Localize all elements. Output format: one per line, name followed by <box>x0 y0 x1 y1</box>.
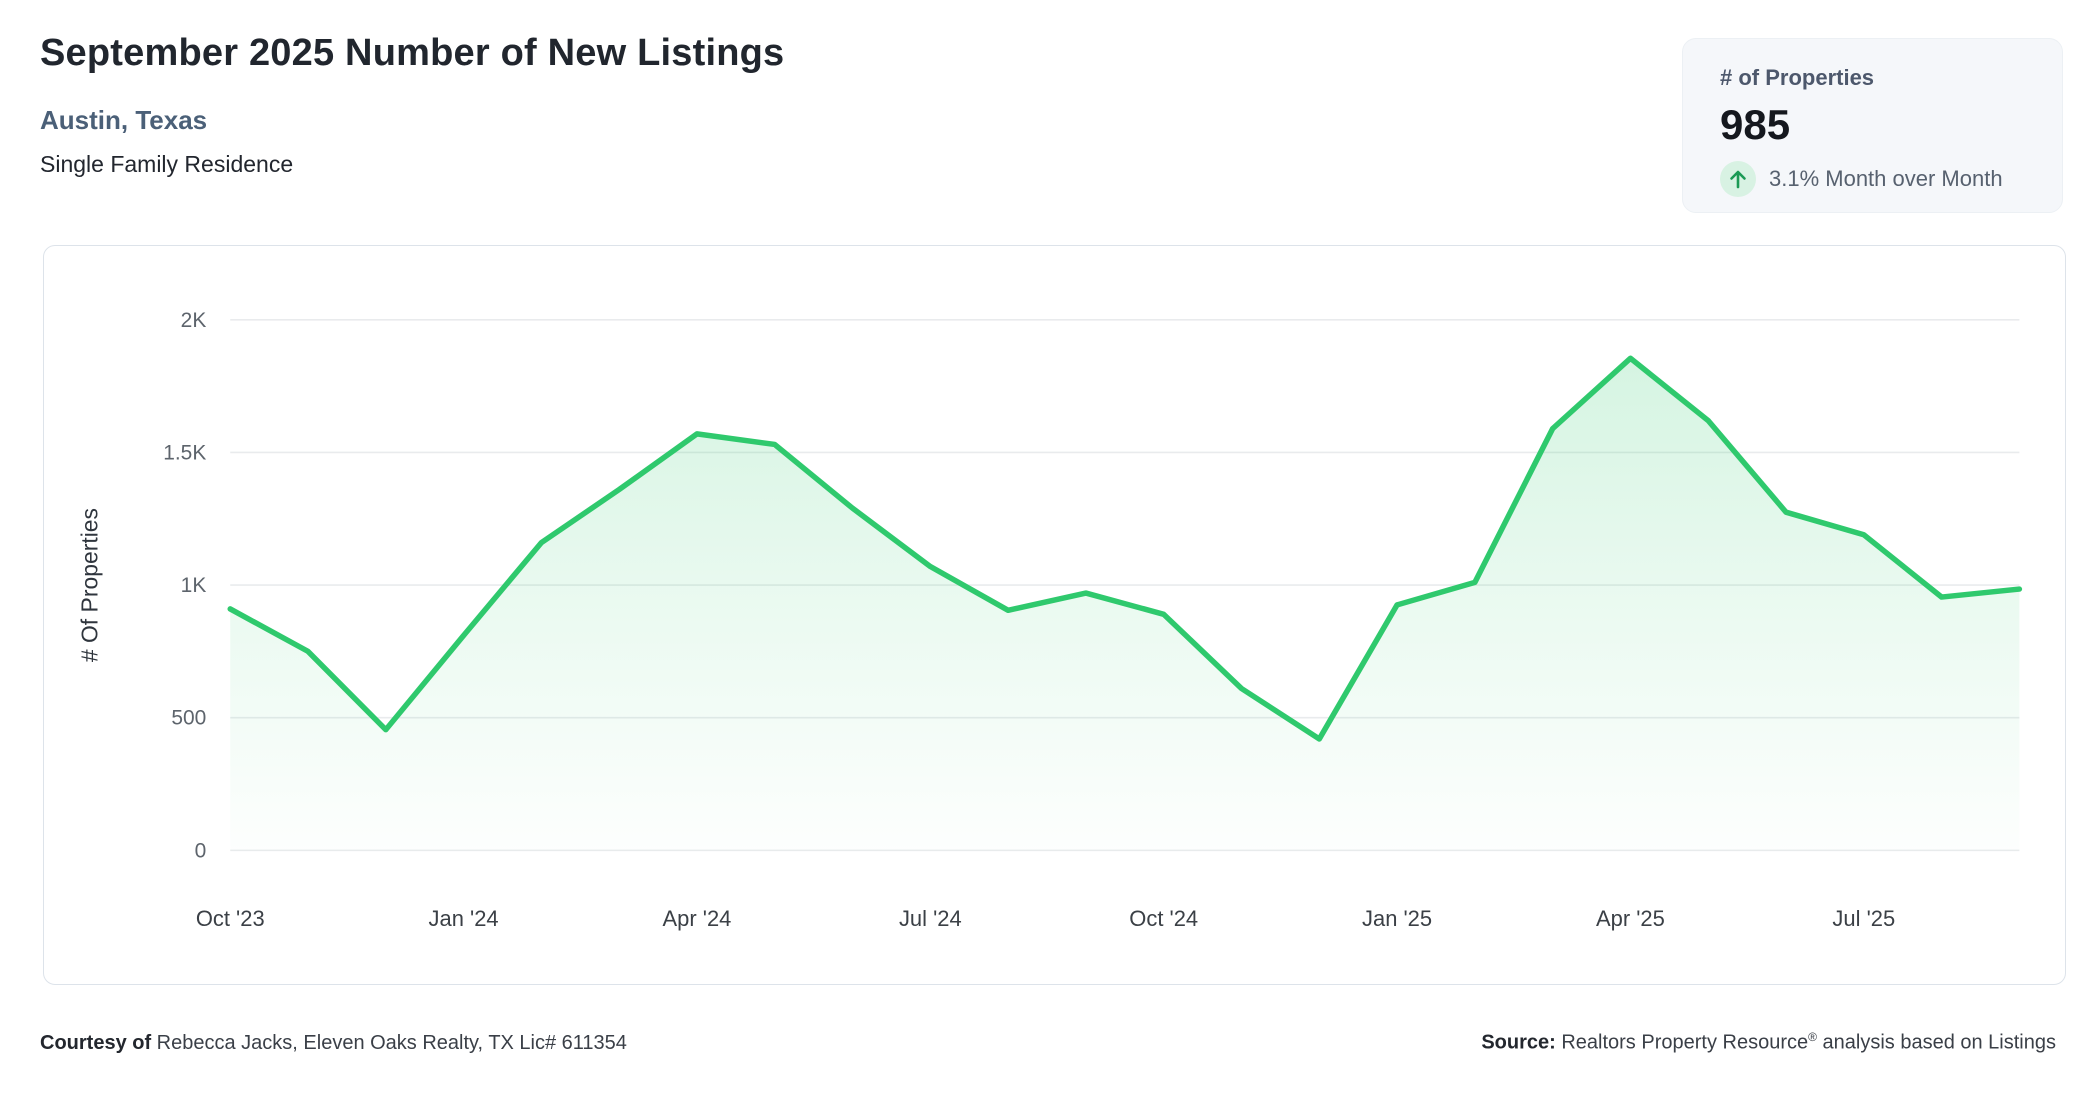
report-footer: Courtesy of Rebecca Jacks, Eleven Oaks R… <box>40 1030 2056 1055</box>
stat-change-text: 3.1% Month over Month <box>1769 166 2003 191</box>
x-axis-tick-label: Apr '25 <box>1596 906 1665 931</box>
registered-mark: ® <box>1808 1030 1817 1044</box>
courtesy-label: Courtesy of <box>40 1031 152 1054</box>
page-property-type: Single Family Residence <box>40 151 294 178</box>
x-axis-tick-label: Jan '25 <box>1362 906 1432 931</box>
y-axis-tick-label: 1.5K <box>163 441 206 464</box>
stat-label: # of Properties <box>1720 65 1875 90</box>
x-axis-tick-label: Oct '23 <box>196 906 265 931</box>
y-axis-tick-label: 1K <box>181 574 207 597</box>
y-axis-tick-label: 2K <box>181 309 207 332</box>
y-axis-tick-label: 500 <box>171 707 206 730</box>
source-label: Source: <box>1481 1031 1556 1054</box>
stat-value: 985 <box>1720 101 1791 148</box>
chart-card: 0 500 1K 1.5K 2K # Of Properties Oct '23 Jan '2… <box>43 245 2066 985</box>
x-axis-tick-label: Jul '24 <box>899 906 962 931</box>
arrow-up-icon <box>1720 161 1756 197</box>
trend-line <box>227 355 2023 742</box>
page-title: September 2025 Number of New Listings <box>40 32 785 74</box>
source-text: Source: Realtors Property Resource® anal… <box>1481 1030 2056 1054</box>
report-header: September 2025 Number of New Listings Au… <box>40 30 784 180</box>
properties-stat-card: # of Properties 985 3.1% Month over Mont… <box>1682 38 2063 213</box>
x-axis-tick-label: Apr '24 <box>663 906 732 931</box>
courtesy-text: Courtesy of Rebecca Jacks, Eleven Oaks R… <box>40 1031 627 1054</box>
y-axis-tick-label: 0 <box>195 839 207 862</box>
x-axis-tick-label: Jul '25 <box>1832 906 1895 931</box>
y-axis-title: # Of Properties <box>77 508 103 662</box>
x-axis-tick-label: Jan '24 <box>429 906 499 931</box>
listings-area-chart: 0 500 1K 1.5K 2K # Of Properties Oct '23 Jan '2… <box>77 309 2023 931</box>
page-location: Austin, Texas <box>40 104 208 135</box>
x-axis-tick-label: Oct '24 <box>1129 906 1198 931</box>
stat-trend-row: 3.1% Month over Month <box>1720 161 2032 197</box>
